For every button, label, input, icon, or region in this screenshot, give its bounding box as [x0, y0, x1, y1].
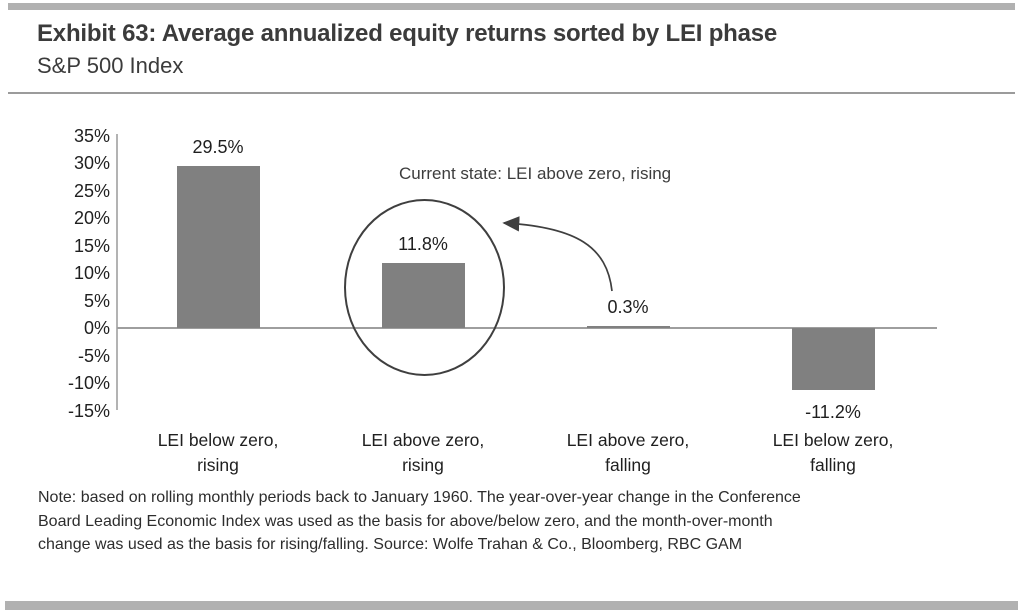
y-axis-tick-label: 35% — [73, 125, 110, 146]
y-axis-line — [116, 134, 118, 410]
category-label: LEI above zero, rising — [318, 428, 528, 478]
bottom-divider-bar — [5, 601, 1018, 610]
category-label: LEI below zero, rising — [113, 428, 323, 478]
y-axis-tick-label: 20% — [73, 208, 110, 228]
source-note-line: Note: based on rolling monthly periods b… — [38, 489, 801, 506]
y-axis-tick-label: 0% — [83, 318, 110, 338]
source-note-line: Board Leading Economic Index was used as… — [38, 512, 773, 530]
category-label-line: falling — [810, 455, 856, 475]
highlight-circle — [344, 199, 505, 376]
category-label-line: falling — [605, 455, 651, 475]
category-label-line: rising — [402, 455, 444, 475]
y-axis-tick-label: 15% — [73, 235, 110, 256]
y-axis-tick-label: 10% — [73, 263, 110, 283]
y-axis-tick-label: 30% — [73, 153, 110, 173]
bar-4 — [791, 328, 875, 390]
category-label-line: LEI above zero, — [566, 430, 690, 450]
category-label-line: LEI above zero, — [361, 430, 485, 450]
bar-value-label: 0.3% — [607, 296, 649, 317]
current-state-annotation: Current state: LEI above zero, rising — [399, 164, 672, 183]
category-label-line: LEI below zero, — [157, 430, 279, 450]
y-axis-tick-label: -5% — [77, 345, 110, 366]
source-note-line: change was used as the basis for rising/… — [38, 536, 743, 553]
y-axis-tick-label: -10% — [67, 373, 110, 393]
y-axis-tick-label: -15% — [67, 400, 110, 421]
exhibit-title: Exhibit 63: Average annualized equity re… — [37, 20, 778, 47]
exhibit-subtitle: S&P 500 Index — [37, 53, 184, 78]
bar-2 — [381, 263, 465, 328]
source-note: Note: based on rolling monthly periods b… — [38, 486, 801, 557]
bar-value-label: 11.8% — [398, 234, 448, 255]
category-label: LEI below zero, falling — [728, 428, 938, 478]
bar-1 — [176, 165, 260, 328]
top-divider-bar — [8, 3, 1015, 10]
category-label-line: rising — [197, 455, 239, 475]
bar-3 — [586, 325, 670, 328]
category-label-line: LEI below zero, — [772, 430, 894, 450]
y-axis-tick-label: 5% — [83, 290, 110, 311]
zero-baseline — [117, 327, 937, 329]
bar-value-label: 29.5% — [192, 136, 244, 157]
bar-value-label: -11.2% — [805, 401, 861, 422]
header-divider-line — [8, 92, 1015, 94]
category-label: LEI above zero, falling — [523, 428, 733, 478]
y-axis-tick-label: 25% — [73, 180, 110, 201]
